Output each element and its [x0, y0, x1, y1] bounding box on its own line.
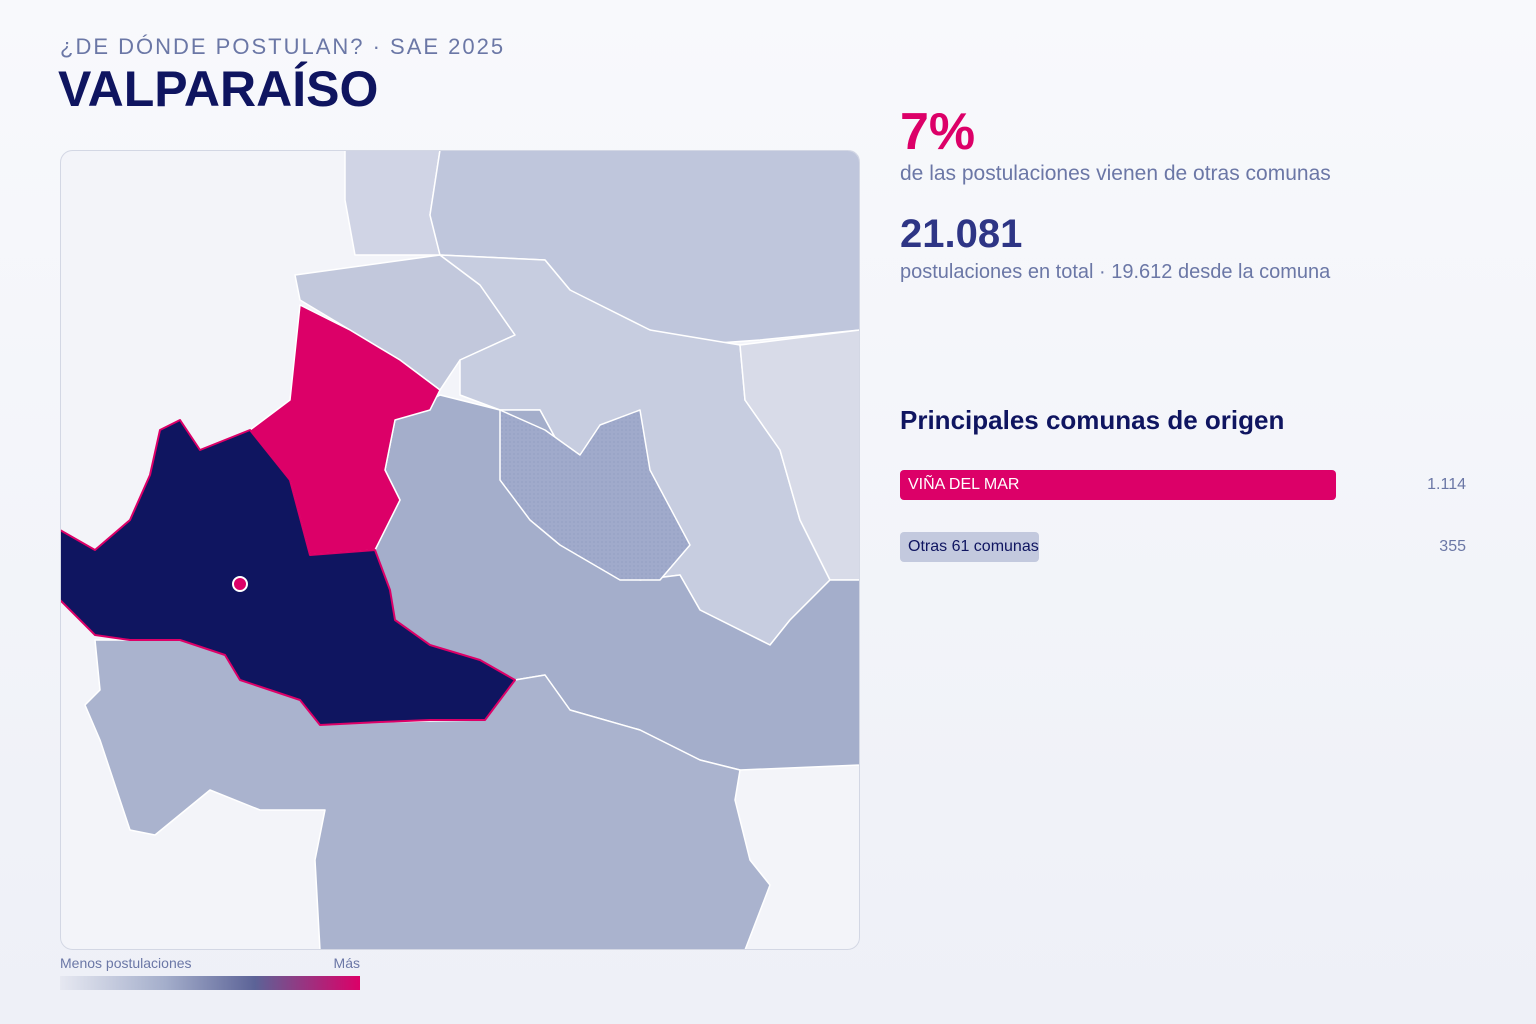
region [499, 409, 691, 581]
legend-high: Más [333, 955, 360, 971]
title: VALPARAÍSO [58, 61, 379, 117]
region [344, 150, 441, 256]
total-caption: postulaciones en total · 19.612 desde la… [900, 261, 1331, 283]
subtitle: ¿DE DÓNDE POSTULAN? · SAE 2025 [60, 34, 506, 59]
region-home [60, 419, 516, 726]
bar-label: Otras 61 comunas [908, 538, 1039, 555]
bar [900, 532, 1039, 562]
share-caption: de las postulaciones vienen de otras com… [900, 162, 1331, 185]
map [60, 150, 860, 950]
share: 7% [900, 103, 976, 161]
legend-low: Menos postulaciones [60, 955, 192, 971]
value-label: 355 [1439, 538, 1466, 555]
bar-list: VIÑA DEL MAR 1.114 Otras 61 comunas 355 [900, 470, 1470, 590]
region [739, 329, 860, 581]
location-dot [232, 576, 248, 592]
legend-gradient [60, 976, 360, 990]
bar-label: VIÑA DEL MAR [908, 476, 1020, 493]
chart-title: Principales comunas de origen [900, 405, 1285, 435]
bar [900, 470, 1336, 500]
value-label: 1.114 [1427, 476, 1466, 493]
total: 21.081 [900, 212, 1023, 256]
